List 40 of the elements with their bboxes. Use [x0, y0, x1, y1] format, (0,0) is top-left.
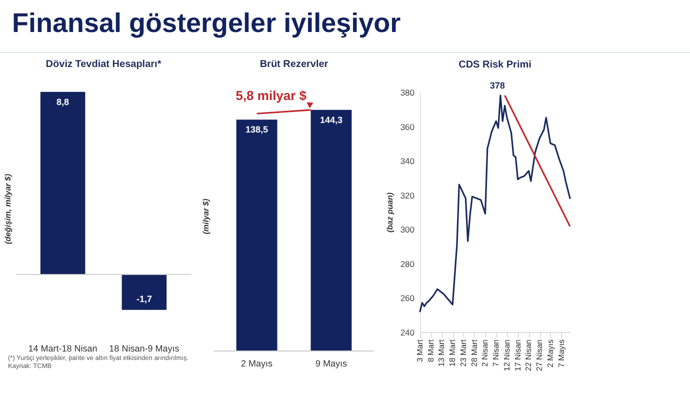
x-tick-label: 7 Nisan: [492, 340, 501, 367]
data-label: 144,3: [320, 114, 342, 125]
data-label: -1,7: [136, 294, 152, 304]
x-tick-label: 23 Mart: [458, 338, 468, 367]
x-tick-label: 2 Mayıs: [546, 340, 555, 368]
x-tick-label: 8 Mart: [426, 338, 436, 362]
annotation: 378: [490, 80, 505, 90]
data-label: 138,5: [246, 124, 268, 135]
y-tick-label: 260: [400, 293, 415, 304]
x-tick-label: 2 Mayıs: [241, 358, 274, 368]
chart-title: Brüt Rezervler: [260, 59, 328, 70]
y-axis-title: (değişim, milyar $): [4, 174, 12, 244]
x-tick-label: 22 Nisan: [524, 340, 534, 372]
x-tick-label: 12 Nisan: [502, 340, 512, 372]
x-tick-label: 13 Mart: [437, 338, 446, 367]
x-tick-label: 27 Nisan: [535, 340, 544, 372]
x-tick-label: 2 Nisan: [480, 340, 490, 367]
x-tick-label: 18 Nisan-9 Mayıs: [109, 344, 180, 354]
y-tick-label: 300: [400, 224, 415, 235]
chart-title: CDS Risk Primi: [458, 59, 532, 70]
line-series: [419, 94, 571, 312]
x-tick-label: 18 Mart: [448, 338, 458, 367]
y-tick-label: 380: [400, 88, 415, 98]
x-tick-label: 7 Mayıs: [556, 340, 566, 368]
y-tick-label: 320: [400, 190, 415, 200]
x-tick-label: 14 Mart-18 Nisan: [28, 344, 98, 354]
y-axis-title: (milyar $): [202, 198, 210, 234]
text: Finansal göstergeler iyileşiyor: [0, 0, 690, 53]
y-tick-label: 240: [400, 328, 415, 338]
y-axis-title: (baz puan): [385, 192, 394, 232]
text: 5,8 milyar $: [236, 88, 308, 103]
x-tick-label: 9 Mayıs: [315, 358, 348, 368]
data-label: 8,8: [56, 96, 70, 107]
x-tick-label: 28 Mart: [470, 338, 479, 367]
y-tick-label: 360: [400, 122, 415, 132]
x-tick-label: 3 Mart: [416, 338, 424, 362]
chart-title: Döviz Tevdiat Hesapları*: [46, 59, 162, 70]
y-tick-label: 280: [400, 258, 415, 269]
x-tick-label: 17 Nisan: [513, 340, 522, 372]
y-tick-label: 340: [400, 156, 415, 166]
